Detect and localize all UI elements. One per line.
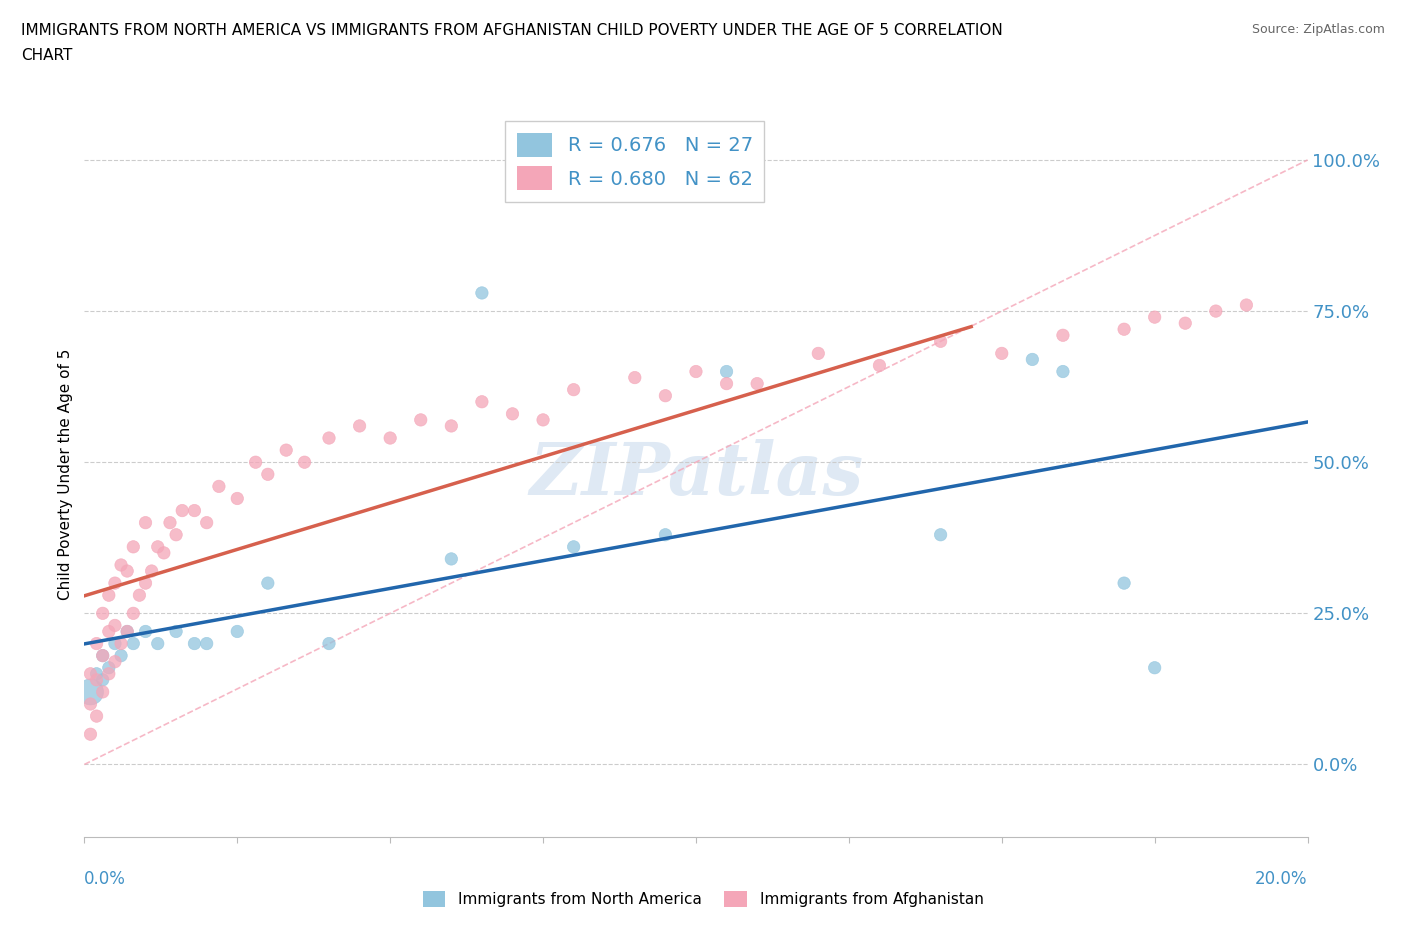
Y-axis label: Child Poverty Under the Age of 5: Child Poverty Under the Age of 5	[58, 349, 73, 600]
Point	[440, 551, 463, 566]
Point	[86, 636, 108, 651]
Point	[294, 455, 316, 470]
Point	[257, 576, 280, 591]
Point	[135, 576, 157, 591]
Point	[86, 666, 108, 681]
Point	[807, 346, 830, 361]
Point	[110, 636, 132, 651]
Point	[115, 624, 138, 639]
Point	[146, 539, 169, 554]
Point	[349, 418, 371, 433]
Point	[869, 358, 891, 373]
Point	[104, 576, 127, 591]
Point	[531, 413, 554, 428]
Point	[115, 624, 138, 639]
Text: 0.0%: 0.0%	[84, 870, 127, 887]
Point	[716, 365, 738, 379]
Point	[195, 636, 218, 651]
Point	[91, 684, 114, 699]
Point	[624, 370, 647, 385]
Point	[79, 727, 101, 742]
Point	[471, 394, 494, 409]
Point	[562, 539, 585, 554]
Point	[716, 377, 738, 392]
Text: ZIPatlas: ZIPatlas	[529, 439, 863, 510]
Point	[86, 672, 108, 687]
Point	[257, 467, 280, 482]
Point	[654, 389, 676, 404]
Point	[110, 558, 132, 573]
Point	[1143, 310, 1166, 325]
Point	[471, 286, 494, 300]
Point	[380, 431, 402, 445]
Point	[97, 660, 120, 675]
Point	[91, 672, 114, 687]
Point	[991, 346, 1014, 361]
Point	[409, 413, 432, 428]
Point	[97, 666, 120, 681]
Point	[208, 479, 231, 494]
Point	[128, 588, 150, 603]
Point	[97, 624, 120, 639]
Point	[318, 431, 340, 445]
Point	[79, 684, 101, 699]
Point	[135, 624, 157, 639]
Point	[122, 636, 145, 651]
Point	[141, 564, 163, 578]
Point	[276, 443, 298, 458]
Legend: R = 0.676   N = 27, R = 0.680   N = 62: R = 0.676 N = 27, R = 0.680 N = 62	[505, 121, 765, 202]
Point	[104, 618, 127, 633]
Point	[502, 406, 524, 421]
Point	[654, 527, 676, 542]
Point	[1114, 322, 1136, 337]
Point	[115, 564, 138, 578]
Point	[97, 588, 120, 603]
Point	[562, 382, 585, 397]
Point	[104, 655, 127, 670]
Point	[685, 365, 707, 379]
Point	[146, 636, 169, 651]
Point	[110, 648, 132, 663]
Point	[122, 606, 145, 621]
Point	[91, 648, 114, 663]
Point	[1205, 304, 1227, 319]
Point	[318, 636, 340, 651]
Text: 20.0%: 20.0%	[1256, 870, 1308, 887]
Text: IMMIGRANTS FROM NORTH AMERICA VS IMMIGRANTS FROM AFGHANISTAN CHILD POVERTY UNDER: IMMIGRANTS FROM NORTH AMERICA VS IMMIGRA…	[21, 23, 1002, 38]
Point	[79, 666, 101, 681]
Point	[172, 503, 194, 518]
Point	[183, 503, 205, 518]
Point	[91, 648, 114, 663]
Point	[91, 606, 114, 621]
Point	[195, 515, 218, 530]
Point	[747, 377, 769, 392]
Point	[122, 539, 145, 554]
Point	[929, 527, 952, 542]
Point	[226, 624, 249, 639]
Point	[929, 334, 952, 349]
Legend: Immigrants from North America, Immigrants from Afghanistan: Immigrants from North America, Immigrant…	[416, 884, 990, 913]
Point	[1234, 298, 1257, 312]
Point	[159, 515, 181, 530]
Point	[86, 709, 108, 724]
Point	[153, 545, 176, 560]
Point	[165, 624, 187, 639]
Point	[440, 418, 463, 433]
Point	[1021, 352, 1043, 367]
Point	[104, 636, 127, 651]
Point	[79, 697, 101, 711]
Point	[1174, 316, 1197, 331]
Point	[226, 491, 249, 506]
Text: Source: ZipAtlas.com: Source: ZipAtlas.com	[1251, 23, 1385, 36]
Point	[135, 515, 157, 530]
Point	[1143, 660, 1166, 675]
Point	[1052, 328, 1074, 343]
Point	[165, 527, 187, 542]
Point	[183, 636, 205, 651]
Text: CHART: CHART	[21, 48, 73, 63]
Point	[245, 455, 267, 470]
Point	[1114, 576, 1136, 591]
Point	[1052, 365, 1074, 379]
